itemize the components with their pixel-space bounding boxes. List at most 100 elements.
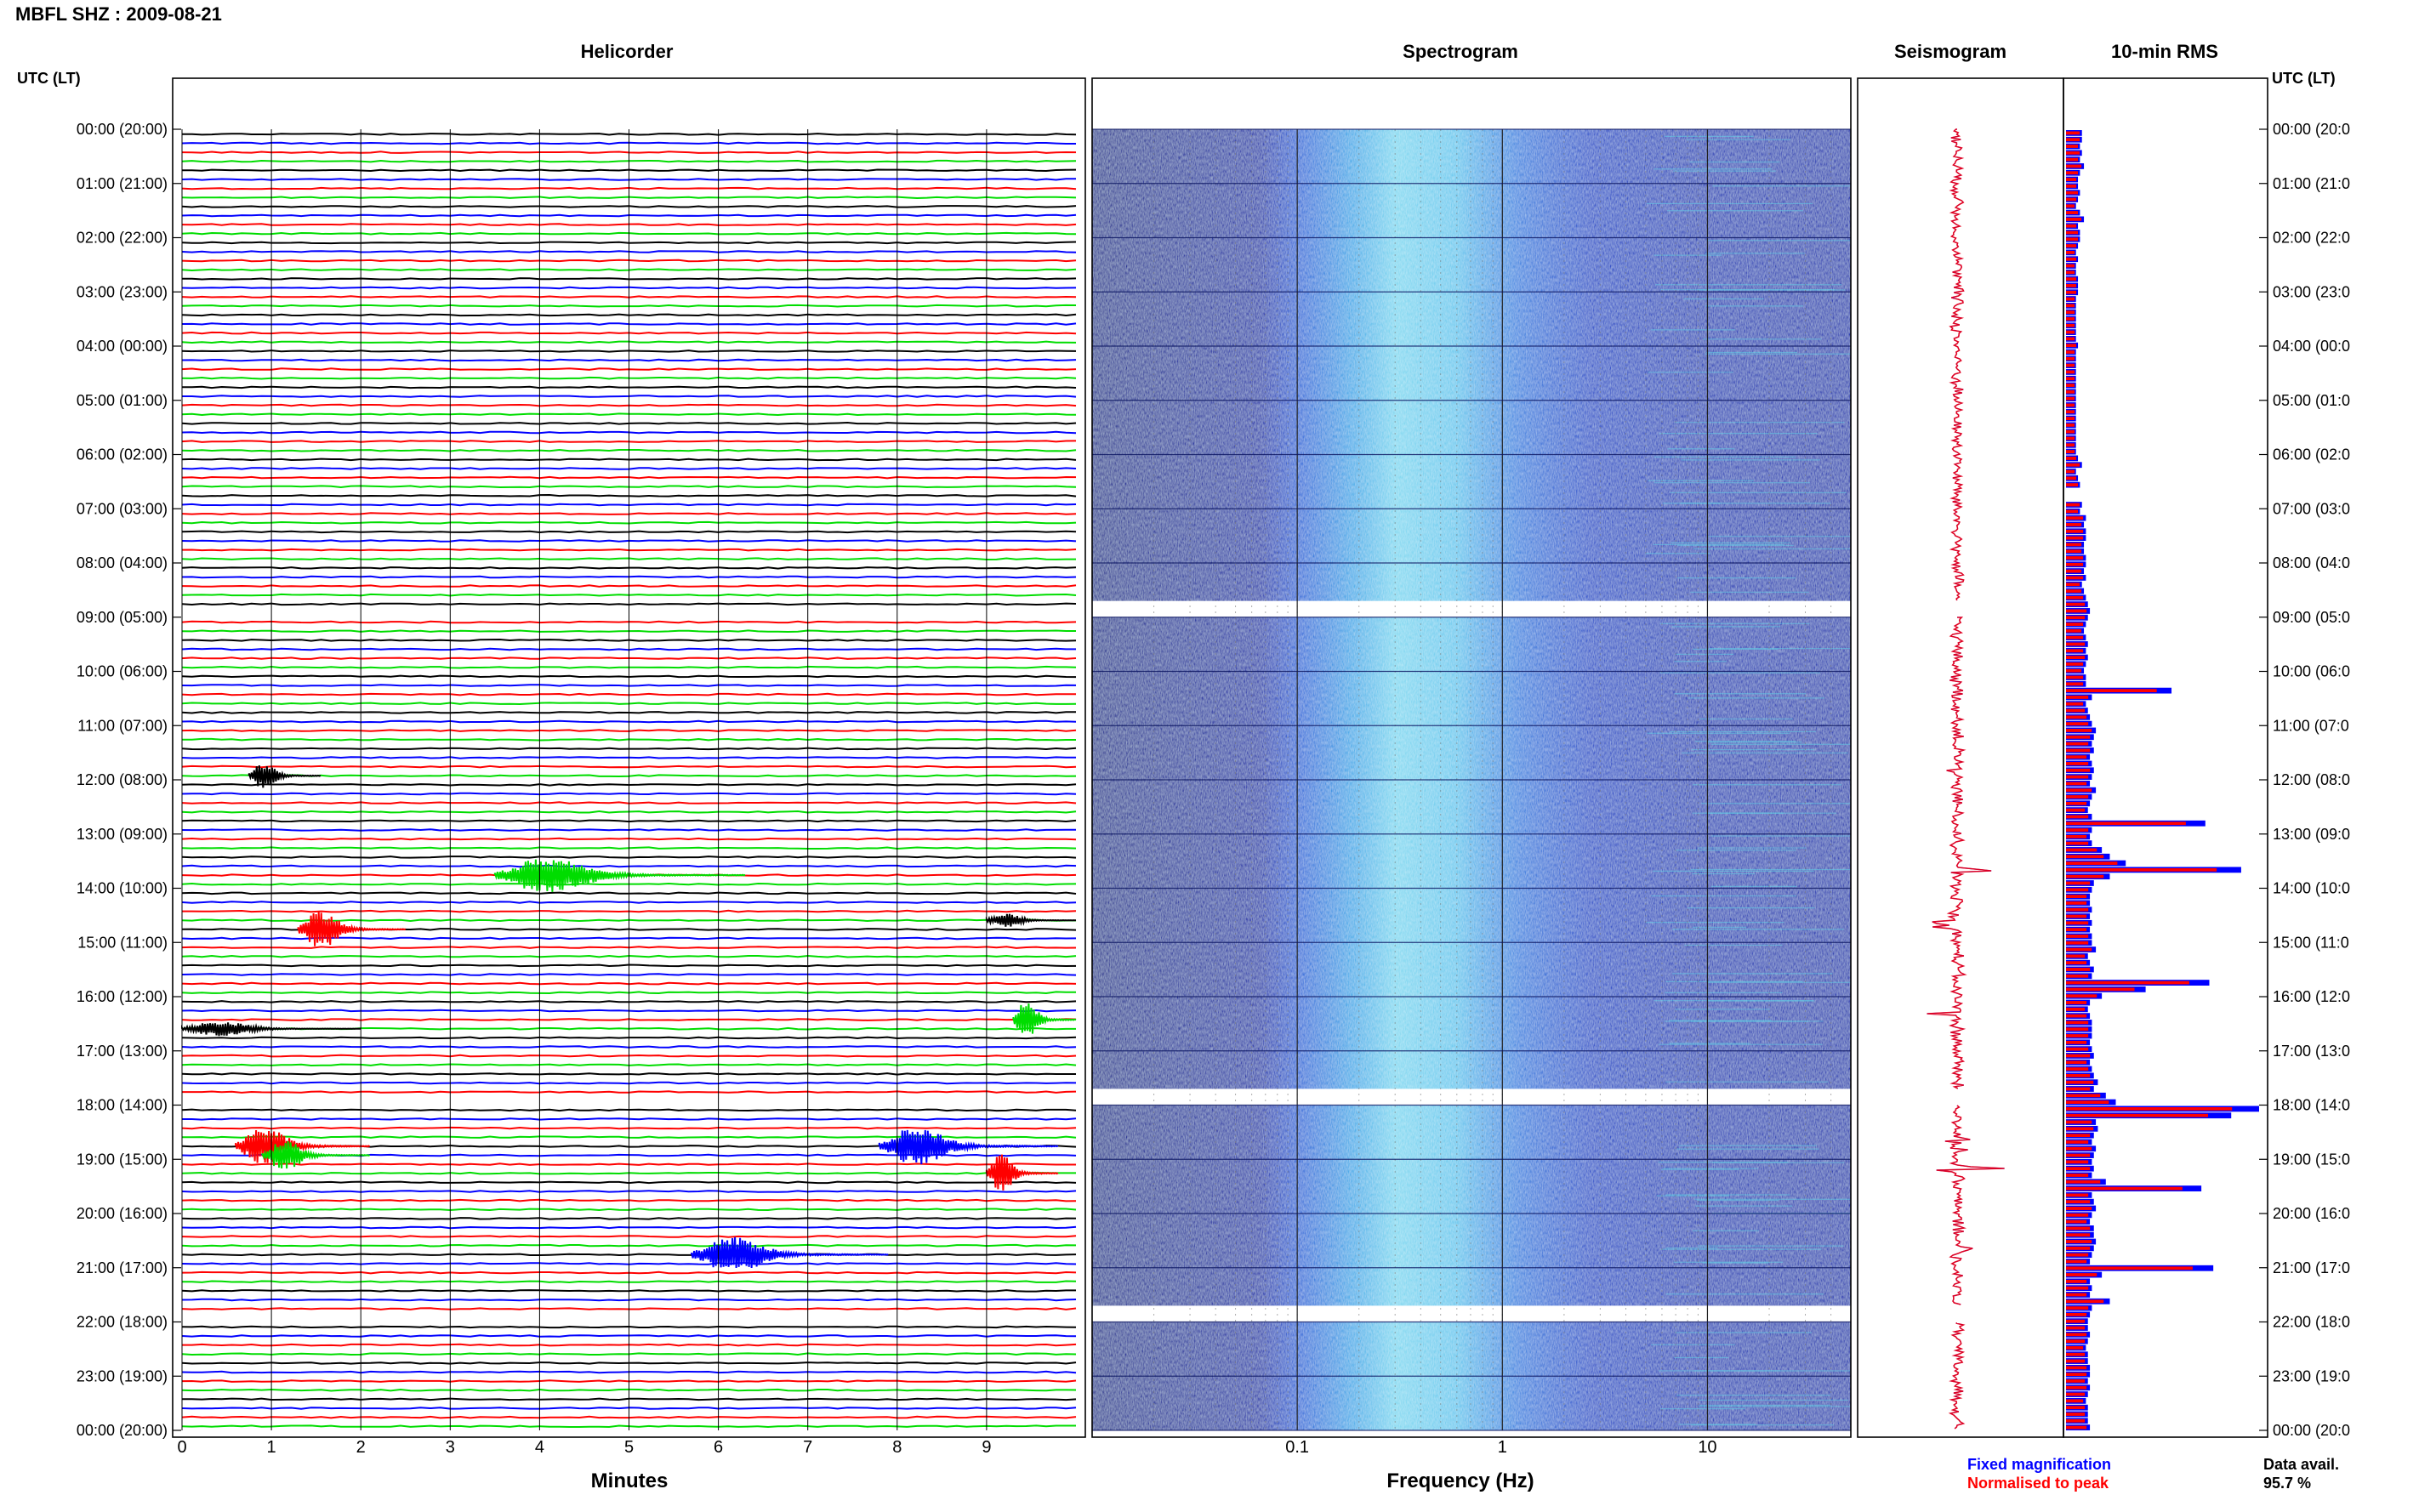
rms-bar-normalised [2066, 722, 2089, 726]
rms-bar-normalised [2066, 523, 2082, 526]
rms-bar-normalised [2066, 450, 2075, 453]
rms-bar-normalised [2066, 516, 2084, 520]
rms-bar-normalised [2066, 549, 2082, 554]
rms-bar-normalised [2066, 656, 2086, 659]
rms-bar-normalised [2066, 1160, 2089, 1164]
spectrogram-tick-label: 10 [1698, 1438, 1716, 1457]
rms-bar-normalised [2066, 1246, 2091, 1250]
rms-bar-normalised [2066, 356, 2075, 361]
rms-bar-normalised [2066, 861, 2118, 865]
rms-bar-normalised [2066, 1293, 2087, 1297]
rms-bar-normalised [2066, 1027, 2089, 1032]
rms-bar-normalised [2066, 768, 2091, 772]
rms-bar-normalised [2066, 1299, 2104, 1304]
rms-bar-normalised [2066, 396, 2075, 401]
left-time-label: 05:00 (01:00) [77, 392, 168, 409]
seismogram-trace-fixed [1927, 128, 2005, 1430]
rms-bar-normalised [2066, 543, 2082, 547]
rms-bar-normalised [2066, 901, 2087, 905]
rms-bar-normalised [2066, 848, 2097, 852]
helicorder-event [878, 1129, 1059, 1165]
rms-bar-normalised [2066, 947, 2092, 952]
rms-bar-normalised [2066, 171, 2079, 175]
right-time-label: 22:00 (18:0 [2273, 1314, 2350, 1331]
rms-bar-normalised [2066, 138, 2080, 142]
chart-title: MBFL SHZ : 2009-08-21 [15, 3, 222, 25]
helicorder-tick-label: 2 [356, 1438, 366, 1457]
rms-bar-normalised [2066, 230, 2079, 235]
left-time-label: 02:00 (22:00) [77, 230, 168, 247]
rms-bar-normalised [2066, 164, 2082, 168]
left-time-label: 06:00 (02:00) [77, 446, 168, 463]
rms-bar-normalised [2066, 782, 2087, 786]
rms-bar-normalised [2066, 987, 2135, 992]
rms-bar-normalised [2066, 1174, 2089, 1177]
rms-bar-normalised [2066, 304, 2075, 308]
rms-bar-normalised [2066, 841, 2089, 845]
left-time-label: 08:00 (04:00) [77, 554, 168, 571]
rms-bar-normalised [2066, 808, 2086, 812]
rms-bar-normalised [2066, 323, 2075, 327]
legend-normalised-to-peak: Normalised to peak [1967, 1475, 2109, 1492]
rms-bar-normalised [2066, 1047, 2089, 1051]
right-time-label: 21:00 (17:0 [2273, 1259, 2350, 1276]
seismogram-trace-normalised [1927, 128, 2005, 1430]
rms-bar-normalised [2066, 696, 2089, 699]
rms-bar-normalised [2066, 583, 2080, 587]
rms-bar-normalised [2066, 668, 2082, 673]
right-time-label: 07:00 (03:0 [2273, 500, 2350, 517]
rms-bar-normalised [2066, 284, 2077, 287]
rms-bar-normalised [2066, 1134, 2091, 1138]
rms-bar-normalised [2066, 509, 2079, 514]
rms-bar-normalised [2066, 914, 2087, 918]
spectrogram-segment [1092, 1105, 1851, 1306]
rms-bar-normalised [2066, 935, 2089, 938]
helicorder-tick-label: 9 [982, 1438, 991, 1457]
rms-bar-normalised [2066, 589, 2082, 593]
rms-bar-normalised [2066, 423, 2075, 427]
left-time-label: 19:00 (15:00) [77, 1151, 168, 1168]
left-time-label: 00:00 (20:00) [77, 121, 168, 138]
rms-bar-normalised [2066, 828, 2089, 832]
rms-bar-normalised [2066, 1406, 2086, 1410]
rms-bar-normalised [2066, 895, 2087, 899]
rms-bar-normalised [2066, 483, 2079, 487]
rms-bar-normalised [2066, 1273, 2097, 1276]
rms-bar-normalised [2066, 476, 2077, 480]
rms-bar-normalised [2066, 310, 2075, 315]
panel-frame [172, 77, 1086, 1438]
rms-bar-normalised [2066, 662, 2084, 666]
rms-bar-normalised [2066, 1007, 2086, 1011]
data-avail-value: 95.7 % [2263, 1475, 2312, 1492]
helicorder-event [1012, 1003, 1077, 1034]
rms-bar-normalised [2066, 1153, 2091, 1157]
rms-bar-normalised [2066, 1014, 2087, 1018]
rms-bar-normalised [2066, 1001, 2087, 1004]
rms-bar-normalised [2066, 529, 2084, 533]
rms-bar-normalised [2066, 1226, 2091, 1231]
rms-bar-normalised [2066, 941, 2089, 945]
rms-bar-normalised [2066, 145, 2079, 148]
utc-label-left: UTC (LT) [17, 70, 81, 87]
rms-bar-normalised [2066, 237, 2079, 242]
rms-bar-normalised [2066, 377, 2075, 381]
right-time-label: 01:00 (21:0 [2273, 175, 2350, 192]
rms-bar-normalised [2066, 616, 2086, 620]
helicorder-tick-label: 0 [177, 1438, 186, 1457]
rms-bar-normalised [2066, 1100, 2109, 1104]
rms-bar-normalised [2066, 217, 2082, 221]
right-time-label: 23:00 (19:0 [2273, 1367, 2350, 1384]
left-time-label: 16:00 (12:00) [77, 988, 168, 1005]
rms-bar-normalised [2066, 569, 2082, 573]
helicorder-tick-label: 7 [803, 1438, 812, 1457]
spectrogram-tick-label: 1 [1498, 1438, 1507, 1457]
rms-bar-normalised [2066, 1167, 2091, 1171]
rms-bar-normalised [2066, 1266, 2193, 1270]
rms-bar-normalised [2066, 131, 2080, 135]
left-time-label: 01:00 (21:00) [77, 175, 168, 192]
left-time-label: 13:00 (09:00) [77, 826, 168, 843]
legend-fixed-magnification: Fixed magnification [1967, 1456, 2112, 1473]
rms-bar-normalised [2066, 715, 2087, 719]
